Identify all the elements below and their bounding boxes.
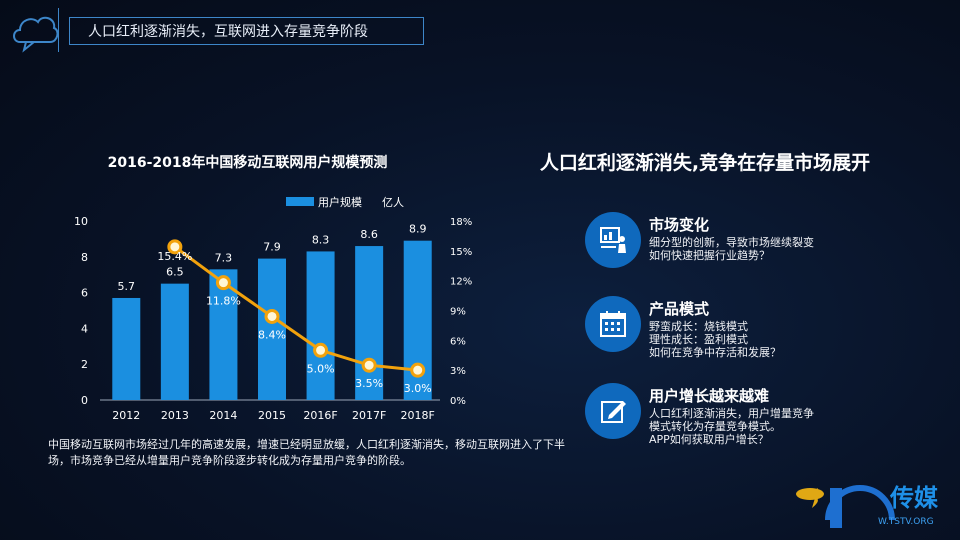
chart-title: 2016-2018年中国移动互联网用户规模预测 bbox=[107, 155, 388, 171]
x-tick-label: 2017F bbox=[352, 409, 386, 422]
x-tick-label: 2012 bbox=[112, 409, 140, 422]
bar-value-label: 8.9 bbox=[409, 223, 427, 236]
y2-tick-label: 12% bbox=[450, 277, 472, 288]
logo-subtext: W.TSTV.ORG bbox=[878, 517, 934, 527]
bar bbox=[112, 297, 141, 400]
y2-tick-label: 6% bbox=[450, 336, 466, 347]
legend-swatch bbox=[286, 197, 314, 206]
bar bbox=[355, 246, 384, 400]
bar bbox=[258, 258, 286, 400]
x-tick-label: 2014 bbox=[209, 409, 237, 422]
cloud-icon bbox=[13, 16, 59, 53]
growth-point bbox=[410, 362, 426, 378]
y-tick-label: 10 bbox=[74, 215, 88, 228]
y2-tick-label: 18% bbox=[450, 217, 472, 228]
y2-tick-label: 15% bbox=[450, 247, 472, 258]
x-tick-label: 2016F bbox=[303, 409, 337, 422]
header-divider bbox=[58, 8, 59, 52]
growth-value-label: 8.4% bbox=[258, 328, 286, 341]
x-tick-label: 2018F bbox=[401, 409, 435, 422]
growth-value-label: 11.8% bbox=[206, 295, 241, 308]
feature-line: 如何快速把握行业趋势？ bbox=[649, 249, 770, 262]
header-title-box: 人口红利逐渐消失，互联网进入存量竞争阶段 bbox=[69, 17, 424, 45]
feature-line: 野蛮成长：烧钱模式 bbox=[649, 320, 748, 333]
growth-value-label: 3.5% bbox=[355, 377, 383, 390]
growth-value-label: 15.4% bbox=[157, 250, 192, 263]
chart-description: 中国移动互联网市场经过几年的高速发展，增速已经明显放缓，人口红利逐渐消失，移动互… bbox=[48, 438, 565, 467]
edit-icon bbox=[585, 383, 641, 439]
growth-value-label: 5.0% bbox=[307, 362, 335, 375]
calendar-icon bbox=[585, 296, 641, 352]
right-panel-title: 人口红利逐渐消失,竞争在存量市场展开 bbox=[539, 152, 871, 174]
feature-title: 市场变化 bbox=[649, 216, 710, 234]
bar-value-label: 8.3 bbox=[312, 233, 330, 246]
page-title: 人口红利逐渐消失，互联网进入存量竞争阶段 bbox=[88, 24, 368, 40]
x-tick-label: 2013 bbox=[161, 409, 189, 422]
growth-point bbox=[215, 275, 231, 291]
bar-value-label: 8.6 bbox=[360, 228, 378, 241]
feature-line: 理性成长：盈利模式 bbox=[649, 333, 748, 346]
growth-point bbox=[313, 342, 329, 358]
growth-value-label: 3.0% bbox=[404, 382, 432, 395]
y-tick-label: 4 bbox=[81, 322, 88, 335]
bar bbox=[160, 283, 189, 400]
bar bbox=[306, 251, 335, 400]
growth-point bbox=[361, 357, 377, 373]
y-tick-label: 8 bbox=[81, 251, 88, 264]
growth-line bbox=[173, 245, 418, 372]
feature-title: 产品模式 bbox=[649, 300, 710, 318]
bar-value-label: 5.7 bbox=[118, 280, 135, 293]
y2-tick-label: 0% bbox=[450, 396, 466, 407]
watermark-logo: 传媒 W.TSTV.ORG bbox=[796, 484, 939, 528]
bar-value-label: 7.9 bbox=[263, 241, 281, 254]
feature-line: 细分型的创新，导致市场继续裂变 bbox=[649, 236, 814, 249]
logo-text: 传媒 bbox=[889, 484, 939, 512]
growth-point bbox=[167, 239, 183, 255]
y-tick-label: 6 bbox=[81, 287, 88, 300]
y2-tick-label: 9% bbox=[450, 307, 466, 318]
y-tick-label: 2 bbox=[81, 358, 88, 371]
presentation-icon bbox=[585, 212, 641, 268]
x-tick-label: 2015 bbox=[258, 409, 286, 422]
bar-value-label: 6.5 bbox=[166, 266, 184, 279]
combo-chart: 0 2 4 6 8 10 0% 3% 6% 9% 12% 15% 18% 5.7 2012 6.5 2013 7.… bbox=[74, 195, 472, 422]
feature-line: APP如何获取用户增长？ bbox=[649, 433, 769, 446]
feature-line: 模式转化为存量竞争模式。 bbox=[649, 420, 781, 433]
bar bbox=[209, 269, 238, 400]
feature-line: 人口红利逐渐消失，用户增量竞争 bbox=[649, 407, 814, 420]
bar-value-label: 7.3 bbox=[215, 251, 233, 264]
feature-title: 用户增长越来越难 bbox=[649, 387, 770, 405]
y2-tick-label: 3% bbox=[450, 366, 466, 377]
growth-point bbox=[264, 308, 280, 324]
feature-line: 如何在竞争中存活和发展？ bbox=[649, 346, 781, 359]
legend-label: 用户规模 bbox=[318, 195, 362, 209]
y-tick-label: 0 bbox=[81, 394, 88, 407]
legend-unit: 亿人 bbox=[382, 196, 404, 209]
